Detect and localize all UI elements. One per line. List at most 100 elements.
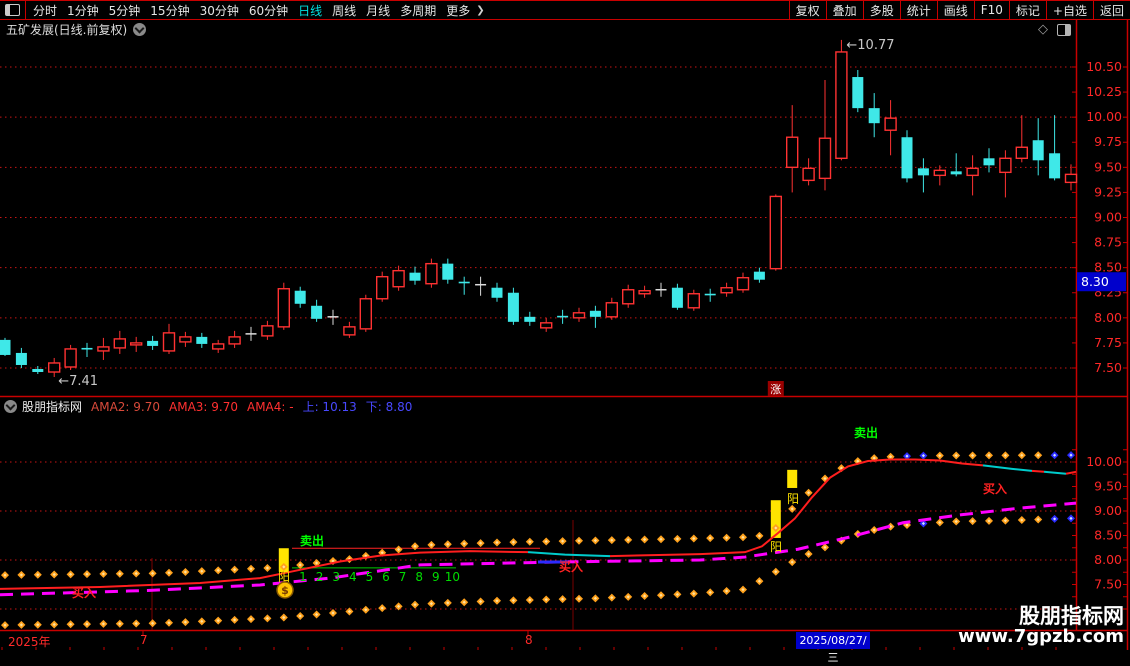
candle-down: [196, 336, 208, 344]
period-tab-30分钟[interactable]: 30分钟: [199, 3, 239, 18]
coin-symbol: $: [281, 584, 289, 597]
period-tab-15分钟[interactable]: 15分钟: [150, 3, 190, 18]
upper-band-diamond-center: [479, 541, 483, 545]
price-label: 10.00: [1086, 109, 1122, 124]
lower-band-diamond-center: [364, 608, 368, 612]
upper-band-diamond-center: [265, 566, 269, 570]
ama-line: [1031, 469, 1045, 473]
candle-down: [1049, 153, 1061, 179]
period-tab-周线[interactable]: 周线: [332, 3, 357, 18]
lower-band-diamond-center: [626, 595, 630, 599]
split-pane-icon[interactable]: [1057, 23, 1071, 36]
sell-signal-label: 卖出: [300, 533, 324, 548]
candle-down: [852, 77, 864, 109]
toolbar-button-多股[interactable]: 多股: [862, 1, 900, 19]
low-price-annotation: ←7.41: [58, 374, 98, 389]
upper-band-diamond-center: [659, 537, 663, 541]
upper-band-diamond-center: [429, 543, 433, 547]
period-tab-多周期[interactable]: 多周期: [400, 3, 437, 18]
period-tab-1分钟[interactable]: 1分钟: [67, 3, 99, 18]
toolbar-button-返回[interactable]: 返回: [1092, 1, 1130, 19]
upper-band-diamond-center: [134, 571, 138, 576]
toolbar-button-叠加[interactable]: 叠加: [825, 1, 863, 19]
period-tab-60分钟[interactable]: 60分钟: [248, 3, 289, 18]
candle-down: [557, 315, 569, 318]
ama-line: [0, 550, 529, 590]
candle-up: [425, 262, 438, 285]
diamond-icon[interactable]: ◇: [1038, 22, 1048, 37]
period-tab-月线[interactable]: 月线: [366, 3, 391, 18]
indicator-price-label: 7.50: [1094, 577, 1122, 592]
lower-band-diamond-center: [823, 545, 827, 549]
indicator-price-label: 8.50: [1094, 528, 1122, 543]
period-tab-更多[interactable]: 更多: [446, 3, 471, 18]
candle-up: [786, 136, 799, 169]
ama-line: [1043, 470, 1067, 475]
candle-down: [458, 281, 470, 284]
count-number: 7: [399, 570, 407, 584]
price-label: 9.75: [1094, 134, 1122, 149]
upper-band-diamond-center: [692, 536, 696, 541]
upper-band-diamond-center: [1003, 453, 1007, 457]
lower-band-diamond-center: [872, 528, 876, 532]
count-number: 6: [382, 570, 390, 584]
upper-band-diamond-center: [675, 537, 679, 541]
lower-band-diamond-center: [971, 519, 975, 523]
upper-band-diamond-center: [823, 476, 827, 481]
candle-up: [720, 287, 733, 294]
lower-band-diamond-center: [610, 596, 614, 600]
toolbar-button-复权[interactable]: 复权: [788, 1, 826, 19]
lower-band-diamond-center: [216, 618, 220, 623]
lower-band-diamond-center: [479, 599, 483, 604]
candle-up: [933, 169, 946, 177]
indicator-collapse-button[interactable]: [4, 400, 17, 413]
watermark: 股朋指标网 www.7gpzb.com: [958, 606, 1124, 647]
candle-down: [32, 368, 44, 373]
candle-down: [491, 287, 503, 298]
window-menu-button[interactable]: [0, 1, 26, 19]
upper-band-diamond-center: [52, 572, 56, 577]
upper-band-diamond-center: [741, 535, 745, 539]
upper-band-diamond-center: [183, 570, 187, 574]
candle-up: [818, 137, 832, 180]
toolbar-buttons: 复权 叠加 多股 统计 画线 F10 标记 +自选 返回: [788, 1, 1130, 19]
period-tab-分时[interactable]: 分时: [33, 3, 58, 18]
price-label: 8.00: [1094, 310, 1122, 325]
lower-band-diamond-center: [692, 592, 696, 596]
date-box: 2025/08/27/三: [796, 632, 870, 664]
price-label: 8.75: [1094, 235, 1122, 250]
chart-canvas[interactable]: 10.5010.2510.009.759.509.259.008.758.508…: [0, 0, 1130, 650]
period-tabs: 分时 1分钟 5分钟 15分钟 30分钟 60分钟 日线 周线 月线 多周期 更多: [28, 2, 475, 19]
candle-up: [622, 289, 635, 305]
more-arrow-icon[interactable]: ❯: [476, 4, 485, 16]
toolbar-button-画线[interactable]: 画线: [936, 1, 974, 19]
candle-up: [769, 195, 782, 270]
toolbar-button-统计[interactable]: 统计: [899, 1, 937, 19]
period-tab-5分钟[interactable]: 5分钟: [108, 3, 141, 18]
lower-band-diamond-center: [3, 623, 7, 627]
lower-band-diamond-center: [659, 593, 663, 597]
upper-band-diamond-center: [790, 507, 794, 511]
candle-up: [966, 167, 979, 177]
toolbar-button-标记[interactable]: 标记: [1008, 1, 1046, 19]
candle-down: [442, 263, 454, 280]
candle-up: [392, 269, 405, 288]
candle-up: [1064, 173, 1078, 184]
title-collapse-button[interactable]: [133, 23, 147, 36]
toolbar-button-F10[interactable]: F10: [973, 1, 1009, 19]
candle-down: [409, 272, 421, 281]
candle-up: [64, 348, 77, 368]
lower-band-diamond-center: [1020, 518, 1024, 522]
upper-band-diamond-center: [446, 542, 450, 546]
price-label: 10.50: [1086, 59, 1122, 74]
upper-band-diamond-center: [626, 538, 630, 542]
upper-band-diamond-center: [233, 567, 237, 572]
ama-line: [609, 458, 984, 558]
period-tab-日线[interactable]: 日线: [298, 3, 323, 18]
candle-down: [524, 316, 536, 322]
limit-up-marker-box: [767, 381, 784, 396]
toolbar-button-+自选[interactable]: +自选: [1045, 1, 1093, 19]
lower-band-diamond-center: [315, 612, 319, 617]
price-label: 7.50: [1094, 360, 1122, 375]
